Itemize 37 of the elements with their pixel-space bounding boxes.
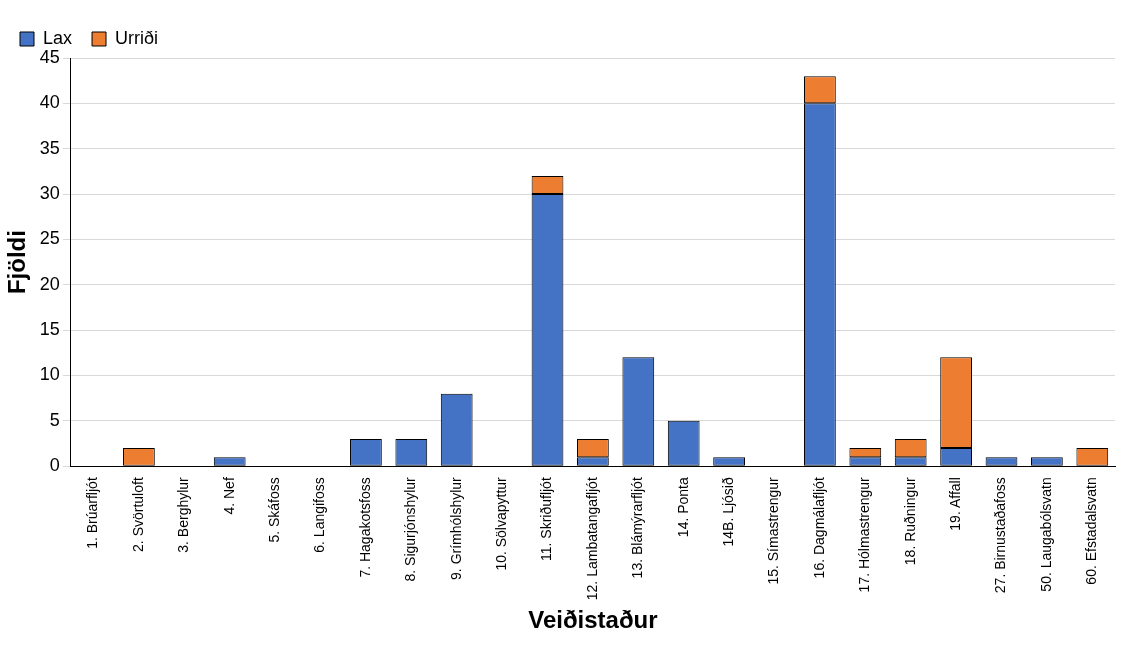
x-tick-label: 12. Lambatangafljót [583, 477, 600, 601]
y-tick-label: 30 [39, 183, 60, 204]
x-tick-label: 18. Ruðningur [901, 476, 918, 566]
y-tick-label: 10 [39, 364, 60, 385]
x-tick-label: 8. Sigurjónshylur [402, 476, 419, 582]
x-tick-label: 1. Brúarfljót [84, 477, 101, 549]
x-tick-label: 15. Símastrengur [765, 476, 782, 585]
y-tick-label: 25 [39, 228, 60, 249]
x-tick-label: 11. Skriðufljót [538, 477, 555, 561]
x-tick-label: 27. Birnustaðafoss [992, 477, 1009, 594]
x-tick-label: 6. Langifoss [311, 477, 328, 553]
x-axis-title: Veiðistaður [528, 606, 658, 634]
x-tick-label: 2. Svörtuloft [129, 477, 146, 552]
x-tick-label: 10. Sölvapyttur [492, 476, 509, 571]
x-tick-label: 13. Blámýrarfljót [629, 477, 646, 579]
x-tick-label: 50. Laugabólsvatn [1037, 477, 1054, 592]
y-tick-label: 35 [39, 137, 60, 158]
y-tick-label: 45 [39, 46, 60, 67]
legend-label: Urriði [115, 27, 159, 48]
legend-label: Lax [43, 27, 73, 48]
x-tick-label: 19. Affall [946, 477, 963, 531]
x-tick-label: 17. Hólmastrengur [856, 476, 873, 593]
x-tick-label: 14. Ponta [674, 477, 691, 538]
y-tick-label: 20 [39, 273, 60, 294]
y-tick-label: 40 [39, 92, 60, 113]
y-axis-title: Fjöldi [3, 230, 31, 295]
x-tick-label: 7. Hagakotsfoss [356, 477, 373, 578]
x-tick-label: 14B. Ljósið [719, 477, 736, 547]
x-tick-label: 60. Efstadalsvatn [1083, 477, 1100, 585]
x-tick-label: 5. Skáfoss [265, 477, 282, 543]
x-tick-label: 16. Dagmálafljót [810, 477, 827, 579]
y-tick-label: 0 [49, 455, 60, 476]
y-tick-label: 5 [49, 409, 60, 430]
y-tick-label: 15 [39, 319, 60, 340]
x-tick-label: 3. Berghylur [175, 476, 192, 553]
x-tick-label: 9. Grímhólshylur [447, 476, 464, 580]
x-tick-label: 4. Nef [220, 477, 237, 515]
